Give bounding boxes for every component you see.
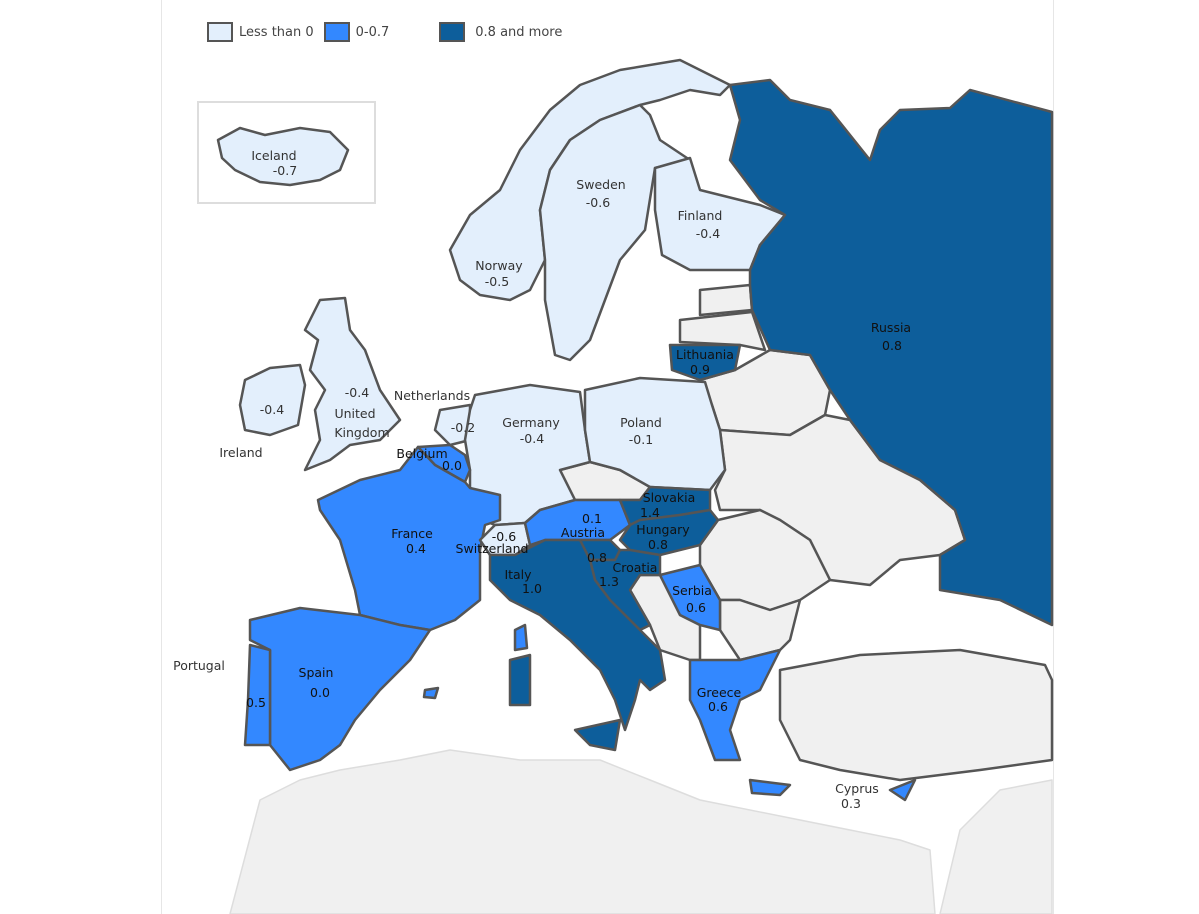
value-spain: 0.0: [310, 685, 330, 700]
value-greece: 0.6: [708, 699, 728, 714]
value-iceland: -0.7: [273, 163, 297, 178]
country-turkey[interactable]: [778, 648, 1054, 782]
value-france: 0.4: [406, 541, 426, 556]
country-serbia[interactable]: [658, 563, 722, 632]
value-lithuania: 0.9: [690, 362, 710, 377]
country-estonia[interactable]: [698, 283, 754, 317]
label-france: France: [391, 526, 433, 541]
legend-label: 0-0.7: [355, 24, 390, 40]
label-norway: Norway: [475, 258, 523, 273]
country-netherlands[interactable]: [433, 403, 472, 447]
iceland-inset-box: [197, 101, 376, 204]
value-poland: -0.1: [629, 432, 653, 447]
country-poland[interactable]: [583, 376, 727, 492]
legend-item-0-0.7[interactable]: 0-0.7: [323, 22, 390, 42]
country-ireland[interactable]: [238, 363, 307, 437]
country-russia[interactable]: [728, 78, 1054, 627]
value-serbia: 0.6: [686, 600, 706, 615]
value-hungary: 0.8: [648, 537, 668, 552]
label-italy: Italy: [504, 567, 532, 582]
label-iceland: Iceland: [251, 148, 296, 163]
value-switzerland: -0.6: [492, 529, 516, 544]
country-france[interactable]: [316, 445, 502, 632]
label-sweden: Sweden: [576, 177, 625, 192]
country-italy[interactable]: [488, 538, 667, 732]
label-ireland: Ireland: [219, 445, 262, 460]
country-norway[interactable]: [448, 58, 732, 302]
label-united-kingdom-1: United: [334, 406, 375, 421]
value-cyprus: 0.3: [841, 796, 861, 811]
country-cyprus[interactable]: [888, 778, 917, 802]
value-germany: -0.4: [520, 431, 544, 446]
island-mallorca[interactable]: [422, 686, 440, 700]
country-lithuania[interactable]: [668, 343, 742, 382]
label-portugal: Portugal: [173, 658, 225, 673]
value-united-kingdom: -0.4: [345, 385, 369, 400]
legend-label: 0.8 and more: [475, 24, 563, 40]
label-hungary: Hungary: [636, 522, 690, 537]
value-italy: 1.0: [522, 581, 542, 596]
value-finland: -0.4: [696, 226, 720, 241]
label-serbia: Serbia: [672, 583, 712, 598]
country-portugal[interactable]: [243, 643, 272, 747]
label-spain: Spain: [299, 665, 334, 680]
legend-item-0.8-and-more[interactable]: 0.8 and more: [439, 22, 562, 42]
country-hungary[interactable]: [618, 508, 720, 557]
label-lithuania: Lithuania: [676, 347, 734, 362]
legend: Less than 0 0-0.7 0.8 and more: [207, 22, 572, 42]
island-crete[interactable]: [748, 778, 792, 797]
value-norway: -0.5: [485, 274, 509, 289]
value-sweden: -0.6: [586, 195, 610, 210]
country-bulgaria[interactable]: [718, 598, 802, 662]
label-netherlands: Netherlands: [394, 388, 470, 403]
country-iceland[interactable]: [216, 126, 350, 187]
legend-swatch: [323, 22, 350, 42]
label-greece: Greece: [697, 685, 742, 700]
value-ireland: -0.4: [260, 402, 284, 417]
label-germany: Germany: [502, 415, 560, 430]
country-greece[interactable]: [688, 648, 782, 762]
north-africa-region: [229, 749, 936, 914]
value-austria: 0.1: [582, 511, 602, 526]
label-russia: Russia: [871, 320, 911, 335]
island-sardinia[interactable]: [508, 653, 532, 707]
label-austria: Austria: [561, 525, 605, 540]
country-spain[interactable]: [248, 606, 432, 772]
island-sicily[interactable]: [573, 718, 622, 752]
label-united-kingdom-2: Kingdom: [334, 425, 389, 440]
label-finland: Finland: [678, 208, 723, 223]
value-netherlands: -0.2: [451, 420, 475, 435]
value-slovakia: 1.4: [640, 505, 660, 520]
value-slovenia: 0.8: [587, 550, 607, 565]
label-belgium: Belgium: [396, 446, 447, 461]
country-united-kingdom[interactable]: [303, 296, 402, 472]
label-switzerland: Switzerland: [456, 541, 529, 556]
legend-swatch: [439, 22, 466, 42]
map-frame: [161, 0, 1054, 914]
label-cyprus: Cyprus: [835, 781, 879, 796]
value-portugal: 0.5: [246, 695, 266, 710]
legend-swatch: [207, 22, 233, 42]
label-croatia: Croatia: [613, 560, 658, 575]
legend-item-less-than-0[interactable]: Less than 0: [207, 22, 314, 42]
island-corsica[interactable]: [513, 623, 529, 652]
value-russia: 0.8: [882, 338, 902, 353]
middle-east-region: [939, 779, 1053, 914]
legend-label: Less than 0: [239, 24, 314, 40]
label-poland: Poland: [620, 415, 662, 430]
country-latvia[interactable]: [678, 310, 767, 352]
label-slovakia: Slovakia: [643, 490, 695, 505]
value-croatia: 1.3: [599, 574, 619, 589]
value-belgium: 0.0: [442, 458, 462, 473]
